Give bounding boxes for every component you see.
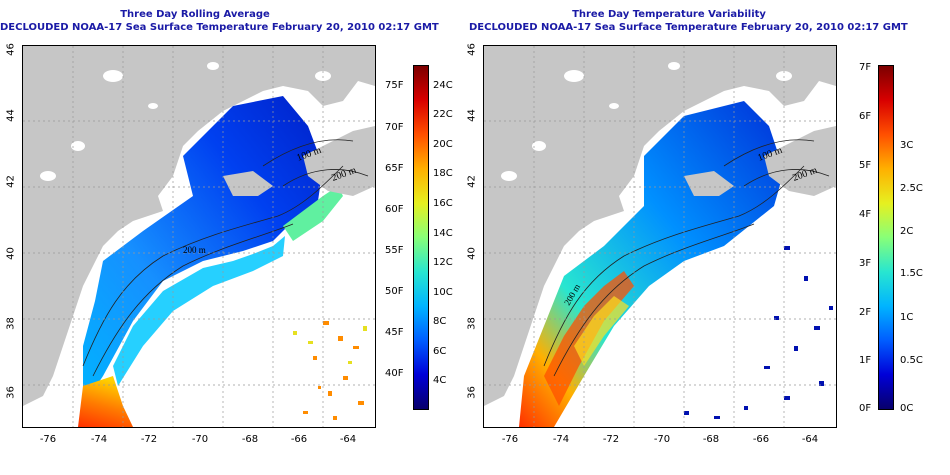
colorbar-label-f: 55F	[385, 245, 404, 256]
colorbar-label-c: 12C	[433, 257, 453, 268]
colorbar-label-c: 18C	[433, 168, 453, 179]
colorbar-label-f: 70F	[385, 122, 404, 133]
colorbar-label-f: 40F	[385, 368, 404, 379]
x-tick-label: -64	[339, 434, 357, 445]
y-tick-label: 44	[5, 109, 17, 122]
colorbar-label-c: 2.5C	[900, 183, 923, 194]
colorbar-label-f: 45F	[385, 327, 404, 338]
x-tick-label: -68	[241, 434, 259, 445]
panel-subtitle: DECLOUDED NOAA-17 Sea Surface Temperatur…	[469, 22, 908, 33]
colorbar-label-f: 60F	[385, 204, 404, 215]
x-tick-label: -76	[39, 434, 57, 445]
colorbar-label-c: 10C	[433, 287, 453, 298]
y-tick-label: 44	[466, 109, 478, 122]
colorbar-label-c: 8C	[433, 316, 447, 327]
panel-title: Three Day Rolling Average	[120, 9, 270, 20]
x-tick-label: -66	[290, 434, 308, 445]
colorbar-label-c: 0C	[900, 403, 914, 414]
colorbar-label-c: 6C	[433, 346, 447, 357]
x-tick-label: -66	[752, 434, 770, 445]
variability-colorbar	[878, 65, 894, 410]
x-tick-label: -74	[552, 434, 570, 445]
colorbar-label-f: 6F	[859, 111, 872, 122]
contour-label: 200 m	[183, 245, 206, 255]
colorbar-label-f: 5F	[859, 160, 872, 171]
colorbar-label-c: 1C	[900, 312, 914, 323]
y-tick-label: 40	[5, 247, 17, 260]
colorbar-label-f: 7F	[859, 62, 872, 73]
colorbar-label-c: 16C	[433, 198, 453, 209]
colorbar-label-f: 75F	[385, 80, 404, 91]
colorbar-label-c: 14C	[433, 228, 453, 239]
y-tick-label: 46	[5, 43, 17, 56]
temperature-colorbar	[413, 65, 429, 410]
y-tick-label: 46	[466, 43, 478, 56]
sst-average-map: 100 m 200 m 200 m	[22, 45, 376, 428]
y-tick-label: 42	[466, 175, 478, 188]
panel-subtitle: DECLOUDED NOAA-17 Sea Surface Temperatur…	[0, 22, 439, 33]
colorbar-label-c: 0.5C	[900, 355, 923, 366]
x-tick-label: -76	[501, 434, 519, 445]
colorbar-label-f: 2F	[859, 307, 872, 318]
sst-variability-panel: Three Day Temperature Variability DECLOU…	[467, 0, 950, 475]
colorbar-label-f: 0F	[859, 403, 872, 414]
colorbar-label-f: 4F	[859, 209, 872, 220]
colorbar-label-f: 65F	[385, 163, 404, 174]
x-tick-label: -74	[90, 434, 108, 445]
y-tick-label: 36	[5, 386, 17, 399]
x-tick-label: -64	[801, 434, 819, 445]
colorbar-label-c: 2C	[900, 226, 914, 237]
colorbar-label-f: 3F	[859, 258, 872, 269]
colorbar-label-c: 20C	[433, 139, 453, 150]
x-tick-label: -70	[191, 434, 209, 445]
x-tick-label: -68	[702, 434, 720, 445]
panel-title: Three Day Temperature Variability	[572, 9, 766, 20]
colorbar-label-c: 4C	[433, 375, 447, 386]
sst-average-panel: Three Day Rolling Average DECLOUDED NOAA…	[0, 9, 453, 445]
colorbar-label-c: 1.5C	[900, 268, 923, 279]
colorbar-label-c: 24C	[433, 80, 453, 91]
sst-variability-map: 100 m 200 m 200 m	[483, 45, 837, 428]
colorbar-label-c: 3C	[900, 140, 914, 151]
y-tick-label: 42	[5, 175, 17, 188]
y-tick-label: 38	[5, 317, 17, 330]
y-tick-label: 40	[466, 247, 478, 260]
y-tick-label: 36	[466, 386, 478, 399]
y-tick-label: 38	[466, 317, 478, 330]
colorbar-label-f: 50F	[385, 286, 404, 297]
x-tick-label: -72	[140, 434, 158, 445]
colorbar-label-f: 1F	[859, 355, 872, 366]
x-tick-label: -70	[653, 434, 671, 445]
x-tick-label: -72	[602, 434, 620, 445]
colorbar-label-c: 22C	[433, 109, 453, 120]
